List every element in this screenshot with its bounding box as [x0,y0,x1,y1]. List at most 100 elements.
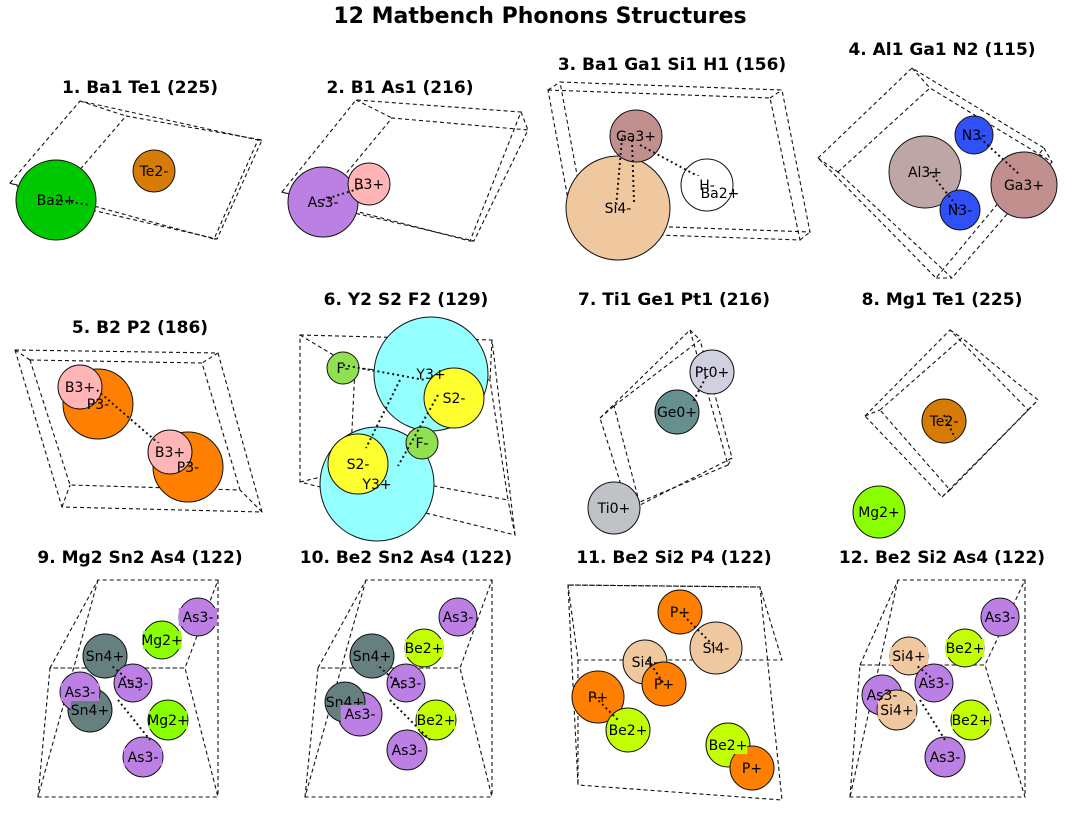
cell-edge [520,111,529,131]
atoms [888,115,1058,231]
atom-label: As3- [919,676,950,692]
cell-edge [239,489,263,513]
unit-cell [281,99,529,242]
cell-edge [299,334,356,369]
cell-edge [769,89,783,99]
atom-label: Ga3+ [1004,178,1044,194]
atom-label-bg [70,701,110,719]
atom-label-bg [945,639,985,657]
atom-as [386,663,426,703]
atom-labels: As3-Si4+ Be2+As3-As3-Si4+Be2+As3- [867,610,1016,766]
unit-cell [567,584,783,801]
bond [631,139,635,203]
atom-label: B3+ [155,445,185,461]
atom-label: B3+ [354,177,384,193]
atom-label: As3- [65,685,96,701]
atom-label: S2- [443,391,466,407]
panel-11: 11. Be2 Si2 P4 (122) P+ Si4- Si4- P+ P+ Be2+ Be… [567,548,783,801]
atom-label-bg [60,683,100,701]
panel-title: 1. Ba1 Te1 (225) [62,78,218,98]
bond [929,171,961,211]
cell-edge [727,457,733,466]
atom-label-bg [65,378,95,396]
atom-label: Be2+ [405,641,444,657]
atom-label: Si4- [632,655,659,671]
cell-edge [1027,399,1039,411]
atom-label: Be2+ [609,723,648,739]
bond [117,699,151,741]
atom-label: As3- [391,676,422,692]
cell-face [567,584,783,801]
panel-title: 5. B2 P2 (186) [72,318,208,338]
panel-title: 4. Al1 Ga1 N2 (115) [848,40,1035,60]
cell-edge [79,100,127,117]
atom-label: H- [699,178,715,194]
atom-label: Mg2+ [141,633,183,649]
panel-10: 10. Be2 Sn2 As4 (122)As3-Be2+Sn4+As3-Sn4… [300,548,512,798]
cell-edge [489,339,493,381]
atom-label: As3- [128,750,159,766]
unit-cell [14,349,263,513]
cell-edge [949,329,963,339]
atom-n [954,115,994,155]
cell-face [304,667,493,798]
bond [322,186,365,201]
atom-label-bg [155,443,185,461]
bond [615,137,623,209]
atom-label: Sn4+ [353,649,391,665]
unit-cell [817,67,1053,279]
atoms [852,398,967,539]
cell-edge [507,499,516,536]
atom-label: As3- [183,610,214,626]
atom-label: As3- [345,707,376,723]
cell-edge [1043,147,1053,163]
atom-label-bg [696,176,718,194]
atom-labels: B3+P3-B3+P3- [65,378,199,476]
bond [594,696,619,721]
atom-label: As3- [308,195,339,211]
atom-label-bg [657,403,697,421]
atom-label: Ge0+ [657,405,697,421]
unit-cell [849,579,1026,798]
panel-title: 12. Be2 Si2 As4 (122) [839,548,1045,568]
atom-label-bg [708,736,748,754]
panel-2: 2. B1 As1 (216) As3- B3+ [281,78,529,242]
atom-label: As3- [985,610,1016,626]
panel-7: 7. Ti1 Ge1 Pt1 (216) Pt0+ Ge0+ Ti0+ [578,290,770,535]
atom-as [386,729,428,771]
cell-edge [547,81,561,91]
atom-si [565,155,671,261]
atom-labels: Pt0+ Ge0+ Ti0+ [597,365,730,517]
panel-title: 9. Mg2 Sn2 As4 (122) [37,548,242,568]
atom-label: P+ [654,677,674,693]
atom-label: Ga3+ [616,129,656,145]
panel-title: 11. Be2 Si2 P4 (122) [576,548,771,568]
atom-label: Te2- [139,164,169,180]
atom-label: Sn4+ [86,649,124,665]
bond [919,699,946,741]
atom-label: Si4- [605,201,632,217]
panel-9: 9. Mg2 Sn2 As4 (122)As3-Sn4+Mg2+As3-As3-… [37,548,243,798]
atom-labels: Te2- Mg2+ [858,414,958,521]
cell-edge [201,352,219,364]
atom-label-bg [404,639,444,657]
panel-3: 3. Ba1 Ga1 Si1 H1 (156) Si4- Ga3+ H-Ba2+ [547,55,811,261]
atom-n [939,189,981,231]
atom-s [423,367,485,429]
atom-label: Si4+ [880,703,913,719]
atom-label: P+ [742,761,762,777]
atom-label: Be2+ [952,713,991,729]
atom-label: S2- [347,457,370,473]
panel-12: 12. Be2 Si2 As4 (122)As3-Si4+ Be2+As3-As3… [839,548,1045,798]
atom-as [438,597,478,637]
cell-edge [61,484,71,508]
atom-label: Te2- [929,414,959,430]
atom-label: N3- [948,203,972,219]
bond [979,137,1021,176]
cell-face [37,667,219,798]
bond [639,144,706,181]
atom-f [405,426,439,460]
panel-title: 6. Y2 S2 F2 (129) [324,290,489,310]
atoms [319,316,489,542]
